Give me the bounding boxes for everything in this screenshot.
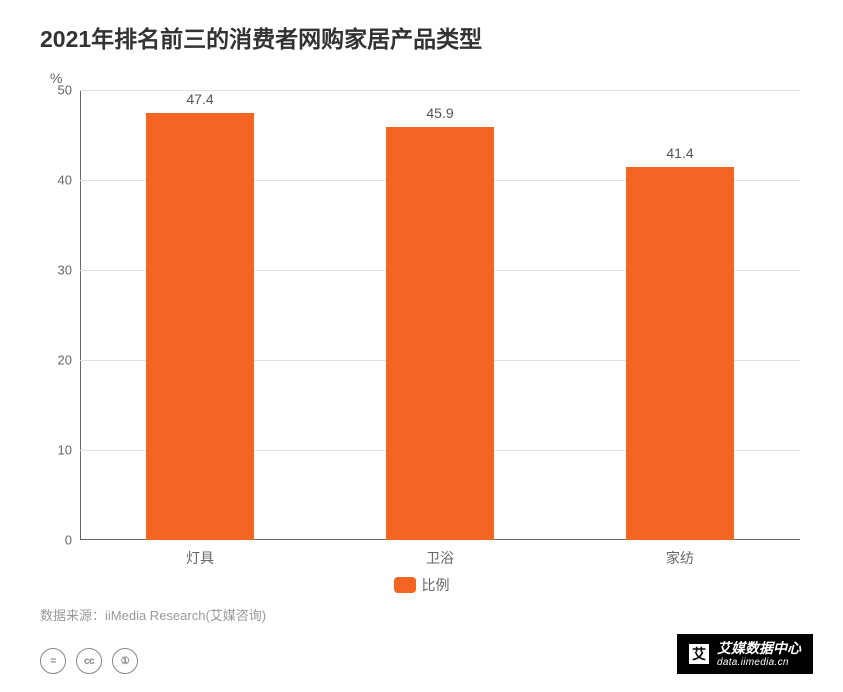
y-tick-label: 20 [58,353,72,368]
y-tick-label: 30 [58,263,72,278]
y-tick-label: 10 [58,443,72,458]
bar: 41.4 [626,167,734,540]
data-source-label: 数据来源：iiMedia Research(艾媒咨询) [40,605,266,624]
y-axis-line [80,90,81,540]
license-icons-row: = cc ① [40,648,138,674]
watermark-sub-text: data.iimedia.cn [717,657,801,669]
license-icon: cc [76,648,102,674]
legend-label: 比例 [422,575,450,595]
source-prefix: 数据来源： [40,608,105,623]
chart-legend: 比例 [394,575,450,595]
watermark-logo-icon: 艾 [689,644,709,664]
license-icon: ① [112,648,138,674]
y-tick-label: 40 [58,173,72,188]
x-tick-label: 家纺 [666,548,694,568]
bar: 47.4 [146,113,254,540]
watermark-main-text: 艾媒数据中心 [717,640,801,656]
y-tick-label: 50 [58,83,72,98]
license-icon: = [40,648,66,674]
bar-value-label: 41.4 [666,145,693,161]
source-text: iiMedia Research(艾媒咨询) [105,608,266,623]
chart-plot-area: 0102030405047.4灯具45.9卫浴41.4家纺 [80,90,800,540]
x-tick-label: 灯具 [186,548,214,568]
legend-swatch [394,577,416,593]
chart-title: 2021年排名前三的消费者网购家居产品类型 [0,0,843,64]
bar-value-label: 47.4 [186,91,213,107]
bar: 45.9 [386,127,494,540]
watermark-badge: 艾 艾媒数据中心 data.iimedia.cn [677,634,813,674]
y-tick-label: 0 [65,533,72,548]
x-tick-label: 卫浴 [426,548,454,568]
bar-value-label: 45.9 [426,105,453,121]
